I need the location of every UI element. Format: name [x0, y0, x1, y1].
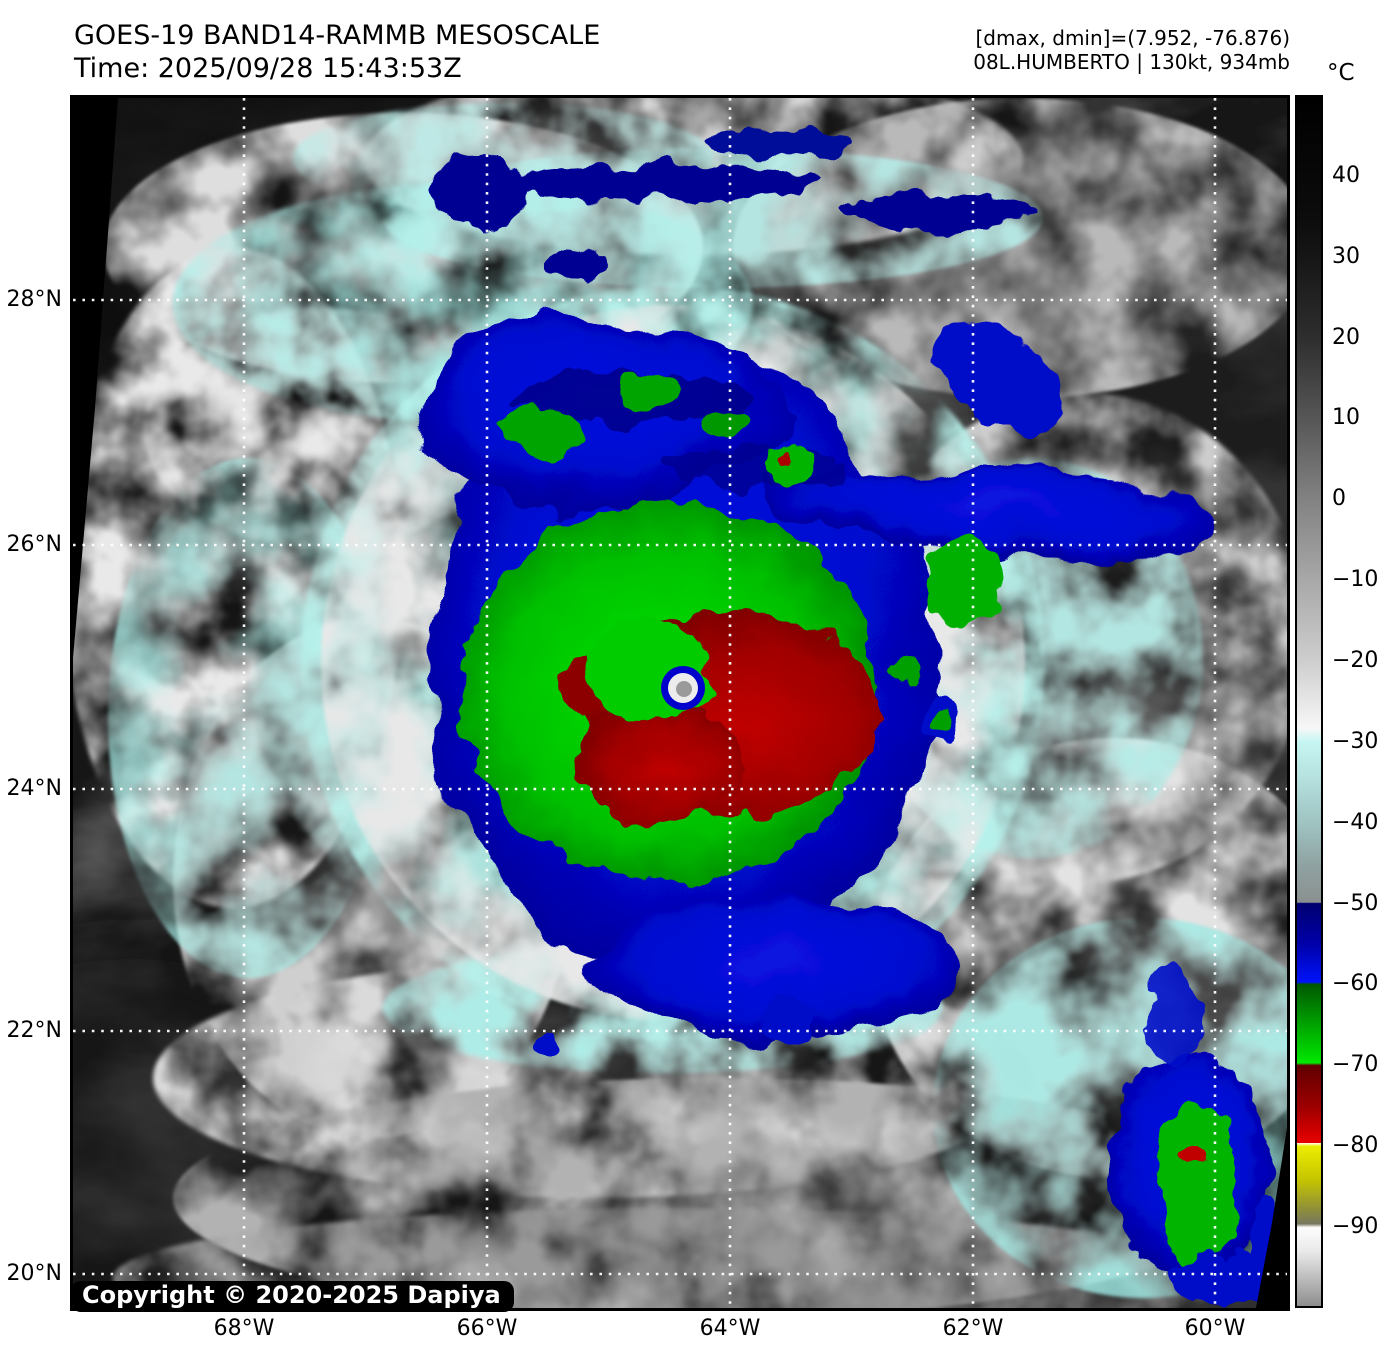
colorbar-tick: −20: [1332, 648, 1379, 673]
scan-edge-wedges: [73, 98, 1287, 1308]
colorbar-tick: −60: [1332, 971, 1379, 996]
storm-info: 08L.HUMBERTO | 130kt, 934mb: [973, 50, 1290, 74]
copyright-badge: Copyright © 2020-2025 Dapiya: [71, 1281, 514, 1312]
satellite-image: [73, 98, 1287, 1308]
timestamp: Time: 2025/09/28 15:43:53Z: [74, 53, 462, 84]
colorbar-tick: −40: [1332, 810, 1379, 835]
colorbar-tick: −90: [1332, 1214, 1379, 1239]
page-title: GOES-19 BAND14-RAMMB MESOSCALE: [74, 20, 601, 51]
colorbar-tick: −50: [1332, 891, 1379, 916]
lon-label-60w: 60°W: [1184, 1316, 1246, 1341]
temperature-colorbar: [1295, 95, 1323, 1308]
outlying-cold-features: [432, 130, 1286, 1304]
lon-label-64w: 64°W: [699, 1316, 761, 1341]
lat-label-20n: 20°N: [6, 1261, 62, 1286]
lon-label-68w: 68°W: [213, 1316, 275, 1341]
colorbar-unit-label: °C: [1327, 60, 1355, 86]
colorbar-tick: −30: [1332, 729, 1379, 754]
hurricane-eye: [653, 658, 713, 718]
colorbar-tick: 10: [1332, 405, 1360, 430]
dmax-dmin-readout: [dmax, dmin]=(7.952, -76.876): [975, 26, 1290, 50]
header-right: [dmax, dmin]=(7.952, -76.876) 08L.HUMBER…: [973, 26, 1290, 74]
colorbar-tick: −10: [1332, 567, 1379, 592]
colorbar-tick: −70: [1332, 1052, 1379, 1077]
lat-label-22n: 22°N: [6, 1018, 62, 1043]
colorbar-tick: 30: [1332, 244, 1360, 269]
graticule-gridlines: [73, 98, 1287, 1308]
lat-label-26n: 26°N: [6, 532, 62, 557]
colorbar-tick: 40: [1332, 163, 1360, 188]
colorbar-tick: −80: [1332, 1133, 1379, 1158]
lat-label-24n: 24°N: [6, 776, 62, 801]
lat-label-28n: 28°N: [6, 287, 62, 312]
lon-label-62w: 62°W: [942, 1316, 1004, 1341]
colorbar-tick: 0: [1332, 486, 1346, 511]
colorbar-tick: 20: [1332, 325, 1360, 350]
map-plot: [70, 95, 1290, 1311]
lon-label-66w: 66°W: [456, 1316, 518, 1341]
